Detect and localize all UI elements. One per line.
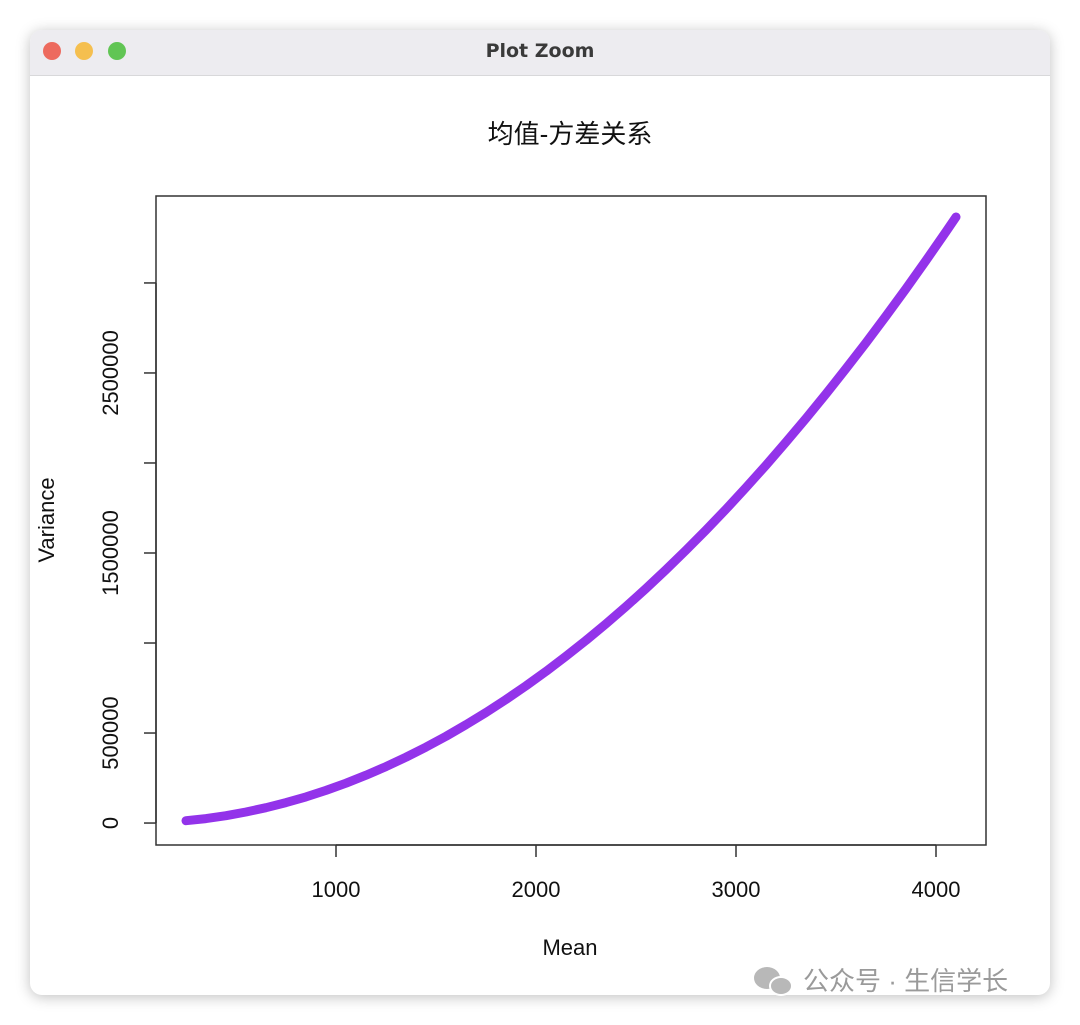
y-axis-label: Variance	[34, 477, 59, 562]
zoom-button[interactable]	[108, 42, 126, 60]
watermark: 公众号 · 生信学长	[803, 966, 1008, 996]
x-axis-label: Mean	[542, 935, 597, 960]
close-button[interactable]	[43, 42, 61, 60]
chart-title: 均值-方差关系	[488, 119, 653, 149]
x-tick-label: 4000	[912, 877, 961, 902]
x-tick-label: 1000	[312, 877, 361, 902]
data-line	[181, 212, 961, 826]
title-bar: Plot Zoom	[30, 30, 1050, 76]
watermark-icon	[754, 967, 793, 996]
x-tick-label: 2000	[512, 877, 561, 902]
minimize-button[interactable]	[75, 42, 93, 60]
y-tick-label: 0	[98, 817, 123, 829]
plot-frame	[155, 195, 987, 846]
window: Plot Zoom	[30, 30, 1050, 995]
x-tick-label: 3000	[712, 877, 761, 902]
y-tick-label: 2500000	[98, 330, 123, 416]
window-title: Plot Zoom	[485, 40, 595, 62]
y-tick-label: 500000	[98, 696, 123, 769]
y-tick-label: 1500000	[98, 510, 123, 596]
